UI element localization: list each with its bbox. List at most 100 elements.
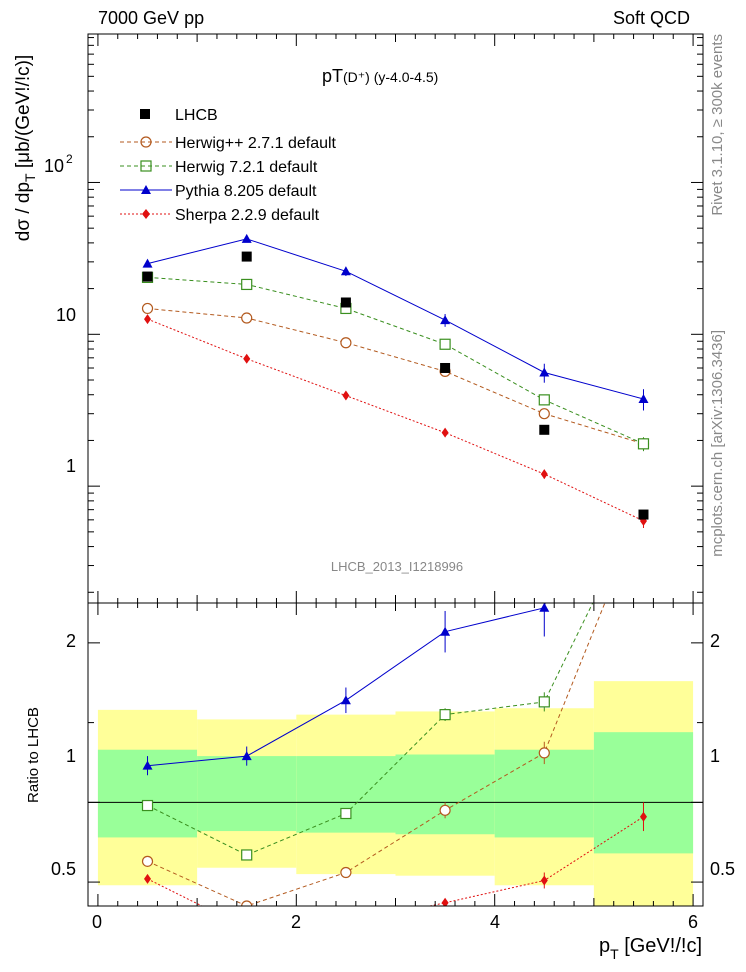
ytick-label-100-base: 10 <box>44 156 64 176</box>
header-right: Soft QCD <box>613 8 690 28</box>
ratio-point-pythia-5 <box>638 48 648 57</box>
ytick-label-100-sup: 2 <box>66 152 73 166</box>
ratio-series-sherpa <box>144 802 647 929</box>
ratio-series-pythia <box>142 48 648 776</box>
point-data-3 <box>440 362 451 373</box>
band-inner-5 <box>593 732 694 854</box>
analysis-watermark: LHCB_2013_I1218996 <box>331 559 463 574</box>
series-sherpa <box>144 314 647 529</box>
line-herwigpp <box>147 308 644 445</box>
ratio-ytick-left-1: 1 <box>66 746 76 766</box>
series-data <box>142 251 649 520</box>
ratio-point-sherpa-4 <box>540 875 548 886</box>
point-herwigpp-4 <box>538 408 550 420</box>
point-sherpa-3 <box>441 427 449 438</box>
ratio-point-herwigpp-3 <box>439 804 451 816</box>
main-ylabel: dσ / dpT [μb/(GeV!/!c)] <box>13 55 38 241</box>
point-sherpa-0 <box>144 314 152 325</box>
main-title-main: pT <box>322 66 343 86</box>
ratio-point-pythia-1 <box>241 751 252 761</box>
ratio-point-herwigpp-1 <box>241 900 253 906</box>
ratio-ylabel: Ratio to LHCB <box>25 707 42 803</box>
point-herwig7-1 <box>241 278 253 291</box>
ratio-ytick-right-2: 2 <box>710 631 720 651</box>
point-data-2 <box>340 297 351 308</box>
ratio-ytick-right-1: 1 <box>710 746 720 766</box>
series-pythia <box>142 233 649 411</box>
xlabel-main: p <box>599 935 610 957</box>
xtick-label-6: 6 <box>688 912 698 932</box>
ratio-point-sherpa-0 <box>144 873 152 884</box>
rivet-label: Rivet 3.1.10, ≥ 300k events <box>709 34 726 216</box>
main-ylabel-unit: [μb/(GeV!/!c)] <box>13 55 34 174</box>
point-data-0 <box>142 271 153 282</box>
xtick-label-2: 2 <box>291 912 301 932</box>
point-pythia-1 <box>241 233 252 243</box>
point-data-5 <box>638 509 649 520</box>
xtick-label-4: 4 <box>490 912 500 932</box>
xlabel-sub: T <box>610 946 619 962</box>
legend-marker-herwig7 <box>140 160 152 172</box>
legend-label-sherpa: Sherpa 2.2.9 default <box>175 207 320 224</box>
line-pythia <box>147 238 644 400</box>
ytick-label-10: 10 <box>56 305 76 325</box>
point-herwig7-3 <box>439 338 451 350</box>
point-pythia-3 <box>440 315 451 325</box>
ratio-line-herwig7 <box>147 603 594 856</box>
legend-label-data: LHCB <box>175 107 218 124</box>
x-axis-label: pT [GeV!/!c] <box>599 935 702 962</box>
series-herwigpp <box>141 302 650 450</box>
main-title: pT(D⁺) (y-4.0-4.5) <box>322 66 438 86</box>
ratio-point-pythia-0 <box>142 760 153 770</box>
point-herwigpp-1 <box>241 312 253 324</box>
ratio-ytick-left-2: 2 <box>66 631 76 651</box>
ratio-point-herwig7-1 <box>241 849 253 861</box>
main-ylabel-main: dσ / dp <box>13 182 34 241</box>
ratio-series-herwigpp <box>141 603 606 906</box>
point-pythia-2 <box>340 266 351 276</box>
ratio-point-herwig7-3 <box>439 709 451 721</box>
point-herwigpp-2 <box>340 337 352 349</box>
legend-marker-data <box>140 109 150 119</box>
ratio-point-sherpa-2 <box>342 919 349 929</box>
band-inner-1 <box>197 756 297 832</box>
line-sherpa <box>147 318 644 522</box>
mcplots-label: mcplots.cern.ch [arXiv:1306.3436] <box>709 330 726 557</box>
point-sherpa-2 <box>342 390 350 401</box>
xlabel-unit: [GeV!/!c] <box>619 935 702 957</box>
line-herwig7 <box>147 276 644 445</box>
main-axis-ticks <box>88 34 703 603</box>
legend-label-herwig7: Herwig 7.2.1 default <box>175 159 318 176</box>
point-herwigpp-0 <box>141 302 154 315</box>
point-sherpa-4 <box>540 469 548 480</box>
legend: LHCB Herwig++ 2.7.1 default Herwig 7.2.1… <box>120 107 337 224</box>
ratio-point-sherpa-5 <box>639 811 647 822</box>
ratio-point-herwig7-2 <box>340 807 352 820</box>
ratio-point-sherpa-3 <box>441 897 449 906</box>
band-inner-2 <box>296 756 396 833</box>
point-pythia-4 <box>539 367 550 377</box>
ratio-line-sherpa <box>147 816 644 906</box>
point-herwig7-5 <box>637 438 650 450</box>
ytick-label-100: 10 <box>44 156 64 176</box>
ratio-point-herwigpp-2 <box>340 866 352 879</box>
main-panel: pT(D⁺) (y-4.0-4.5) LHCB_2013_I1218996 dσ… <box>13 33 704 604</box>
ratio-ytick-right-0.5: 0.5 <box>710 859 735 879</box>
ratio-point-herwig7-5 <box>638 494 648 504</box>
point-data-4 <box>539 424 550 435</box>
band-inner-4 <box>494 749 594 838</box>
xtick-label-0: 0 <box>92 912 102 932</box>
ratio-panel: Ratio to LHCB 0.5 1 2 0.5 1 2 0 2 4 6 pT… <box>25 48 735 962</box>
legend-marker-pythia <box>141 185 151 194</box>
ratio-axis-ticks <box>88 603 703 906</box>
main-title-sub: (D⁺) (y-4.0-4.5) <box>343 69 438 85</box>
ratio-series-herwig7 <box>141 494 648 861</box>
legend-marker-herwigpp <box>140 136 152 148</box>
band-inner-3 <box>395 754 495 835</box>
ratio-point-pythia-3 <box>440 626 451 636</box>
point-herwig7-4 <box>538 394 550 406</box>
ratio-point-pythia-2 <box>340 695 351 705</box>
series-herwig7 <box>141 271 650 452</box>
ratio-ytick-left-0.5: 0.5 <box>51 859 76 879</box>
point-sherpa-1 <box>243 353 251 364</box>
